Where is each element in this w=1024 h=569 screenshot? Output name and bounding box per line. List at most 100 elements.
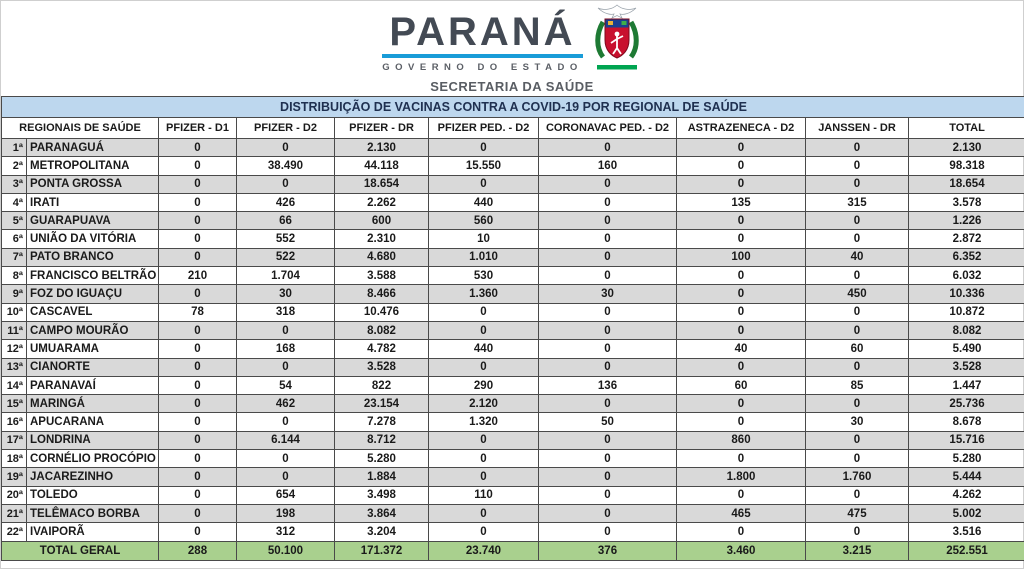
value-cell: 0 (538, 394, 677, 414)
value-cell: 1.760 (805, 467, 909, 487)
value-cell: 0 (805, 394, 909, 414)
value-cell: 0 (805, 302, 909, 322)
value-cell: 560 (428, 211, 539, 231)
value-cell: 18.654 (907, 174, 1024, 194)
region-number: 7ª (1, 247, 27, 268)
state-name: PARANÁ (389, 9, 576, 54)
value-cell: 4.262 (907, 485, 1024, 505)
value-cell: 0 (676, 211, 806, 231)
value-cell: 0 (805, 449, 909, 469)
value-cell: 5.444 (907, 467, 1024, 487)
value-cell: 552 (236, 229, 335, 249)
value-cell: 0 (538, 430, 677, 451)
value-cell: 0 (538, 522, 677, 542)
region-number: 19ª (1, 467, 27, 487)
value-cell: 50 (538, 412, 677, 432)
value-cell: 0 (805, 137, 909, 158)
value-cell: 0 (676, 320, 806, 341)
table-row: 22ª IVAIPORÃ 0 312 3.204 0 0 0 0 3.516 (1, 522, 1024, 542)
value-cell: 10.872 (907, 302, 1024, 322)
value-cell: 60 (676, 375, 806, 396)
value-cell: 0 (158, 357, 237, 377)
region-number: 5ª (1, 211, 27, 231)
table-row: 9ª FOZ DO IGUAÇU 0 30 8.466 1.360 30 0 450 10.336 (1, 284, 1024, 304)
table-row: 19ª JACAREZINHO 0 0 1.884 0 0 1.800 1.760 5.444 (1, 467, 1024, 487)
value-cell: 465 (676, 503, 806, 524)
region-number: 4ª (1, 192, 27, 213)
value-cell: 0 (538, 339, 677, 359)
value-cell: 7.278 (334, 412, 429, 432)
value-cell: 860 (676, 430, 806, 451)
value-cell: 0 (428, 503, 539, 524)
column-header: PFIZER - DR (334, 117, 429, 139)
value-cell: 0 (158, 156, 237, 176)
total-value-cell: 50.100 (236, 540, 335, 561)
region-name: APUCARANA (26, 412, 159, 432)
value-cell: 1.884 (334, 467, 429, 487)
value-cell: 318 (236, 302, 335, 322)
column-header: PFIZER - D2 (236, 117, 335, 139)
value-cell: 0 (538, 266, 677, 286)
region-number: 10ª (1, 302, 27, 322)
value-cell: 8.466 (334, 284, 429, 304)
value-cell: 3.516 (907, 522, 1024, 542)
value-cell: 18.654 (334, 174, 429, 194)
value-cell: 312 (236, 522, 335, 542)
region-name: METROPOLITANA (26, 156, 159, 176)
value-cell: 0 (676, 137, 806, 158)
value-cell: 25.736 (907, 394, 1024, 414)
value-cell: 0 (538, 503, 677, 524)
table-row: 3ª PONTA GROSSA 0 0 18.654 0 0 0 0 18.654 (1, 174, 1024, 194)
region-name: CAMPO MOURÃO (26, 320, 159, 341)
value-cell: 136 (538, 375, 677, 396)
table-row: 17ª LONDRINA 0 6.144 8.712 0 0 860 0 15.716 (1, 430, 1024, 451)
value-cell: 15.716 (907, 430, 1024, 451)
value-cell: 0 (158, 284, 237, 304)
region-name: PONTA GROSSA (26, 174, 159, 194)
table-row: 20ª TOLEDO 0 654 3.498 110 0 0 0 4.262 (1, 485, 1024, 505)
value-cell: 5.490 (907, 339, 1024, 359)
value-cell: 0 (428, 302, 539, 322)
value-cell: 0 (236, 449, 335, 469)
region-number: 3ª (1, 174, 27, 194)
value-cell: 8.712 (334, 430, 429, 451)
value-cell: 0 (158, 449, 237, 469)
value-cell: 0 (676, 156, 806, 176)
value-cell: 0 (538, 229, 677, 249)
vaccine-distribution-table: DISTRIBUIÇÃO DE VACINAS CONTRA A COVID-1… (0, 96, 1024, 561)
value-cell: 135 (676, 192, 806, 213)
table-row: 12ª UMUARAMA 0 168 4.782 440 0 40 60 5.490 (1, 339, 1024, 359)
value-cell: 2.130 (907, 137, 1024, 158)
total-label: TOTAL GERAL (1, 540, 159, 561)
region-number: 14ª (1, 375, 27, 396)
total-value-cell: 23.740 (428, 540, 539, 561)
value-cell: 5.002 (907, 503, 1024, 524)
region-name: JACAREZINHO (26, 467, 159, 487)
total-value-cell: 288 (158, 540, 237, 561)
value-cell: 822 (334, 375, 429, 396)
value-cell: 0 (428, 357, 539, 377)
value-cell: 0 (538, 467, 677, 487)
value-cell: 440 (428, 339, 539, 359)
region-number: 22ª (1, 522, 27, 542)
region-name: CIANORTE (26, 357, 159, 377)
value-cell: 2.130 (334, 137, 429, 158)
region-name: PATO BRANCO (26, 247, 159, 268)
table-title: DISTRIBUIÇÃO DE VACINAS CONTRA A COVID-1… (0, 96, 1024, 118)
table-row: 7ª PATO BRANCO 0 522 4.680 1.010 0 100 40 6.352 (1, 247, 1024, 268)
value-cell: 0 (538, 211, 677, 231)
value-cell: 0 (158, 174, 237, 194)
value-cell: 0 (158, 412, 237, 432)
value-cell: 3.204 (334, 522, 429, 542)
value-cell: 44.118 (334, 156, 429, 176)
value-cell: 4.680 (334, 247, 429, 268)
table-row: 16ª APUCARANA 0 0 7.278 1.320 50 0 30 8.678 (1, 412, 1024, 432)
value-cell: 0 (158, 137, 237, 158)
value-cell: 0 (236, 357, 335, 377)
value-cell: 1.010 (428, 247, 539, 268)
value-cell: 168 (236, 339, 335, 359)
value-cell: 3.498 (334, 485, 429, 505)
logo-blue-bar (382, 54, 583, 59)
region-name: FOZ DO IGUAÇU (26, 284, 159, 304)
region-number: 12ª (1, 339, 27, 359)
